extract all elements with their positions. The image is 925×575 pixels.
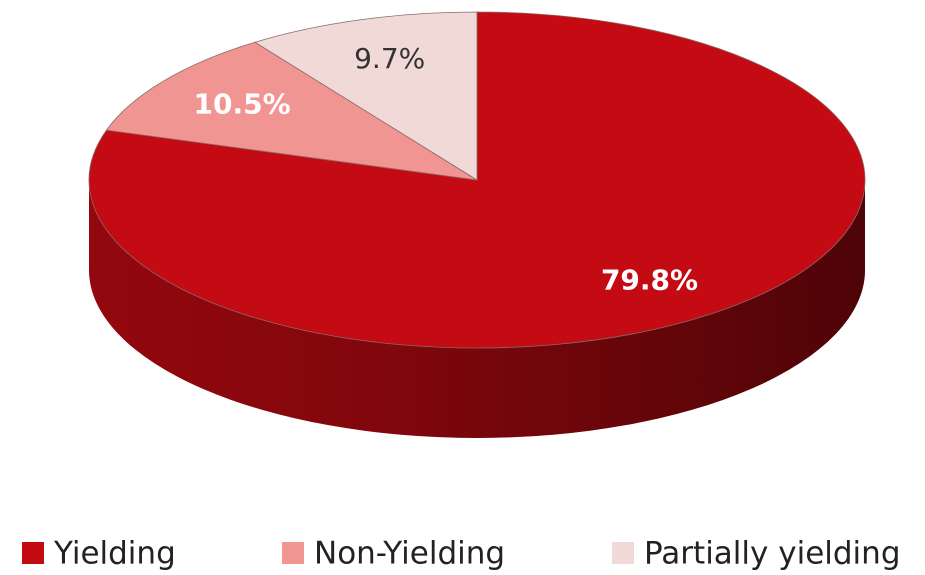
value-label: 9.7% bbox=[354, 42, 425, 75]
legend-swatch bbox=[612, 542, 634, 564]
slice bbox=[88, 11, 866, 349]
value-label: 79.8% bbox=[601, 263, 698, 296]
legend-label: Yielding bbox=[53, 536, 176, 572]
legend-label: Partially yielding bbox=[644, 536, 901, 572]
value-label: 10.5% bbox=[194, 88, 291, 121]
legend-swatch bbox=[22, 542, 44, 564]
legend-label: Non-Yielding bbox=[314, 536, 505, 572]
slice-side-shade bbox=[89, 180, 865, 438]
slice bbox=[105, 41, 478, 181]
slice bbox=[253, 11, 478, 181]
legend-swatch bbox=[282, 542, 304, 564]
